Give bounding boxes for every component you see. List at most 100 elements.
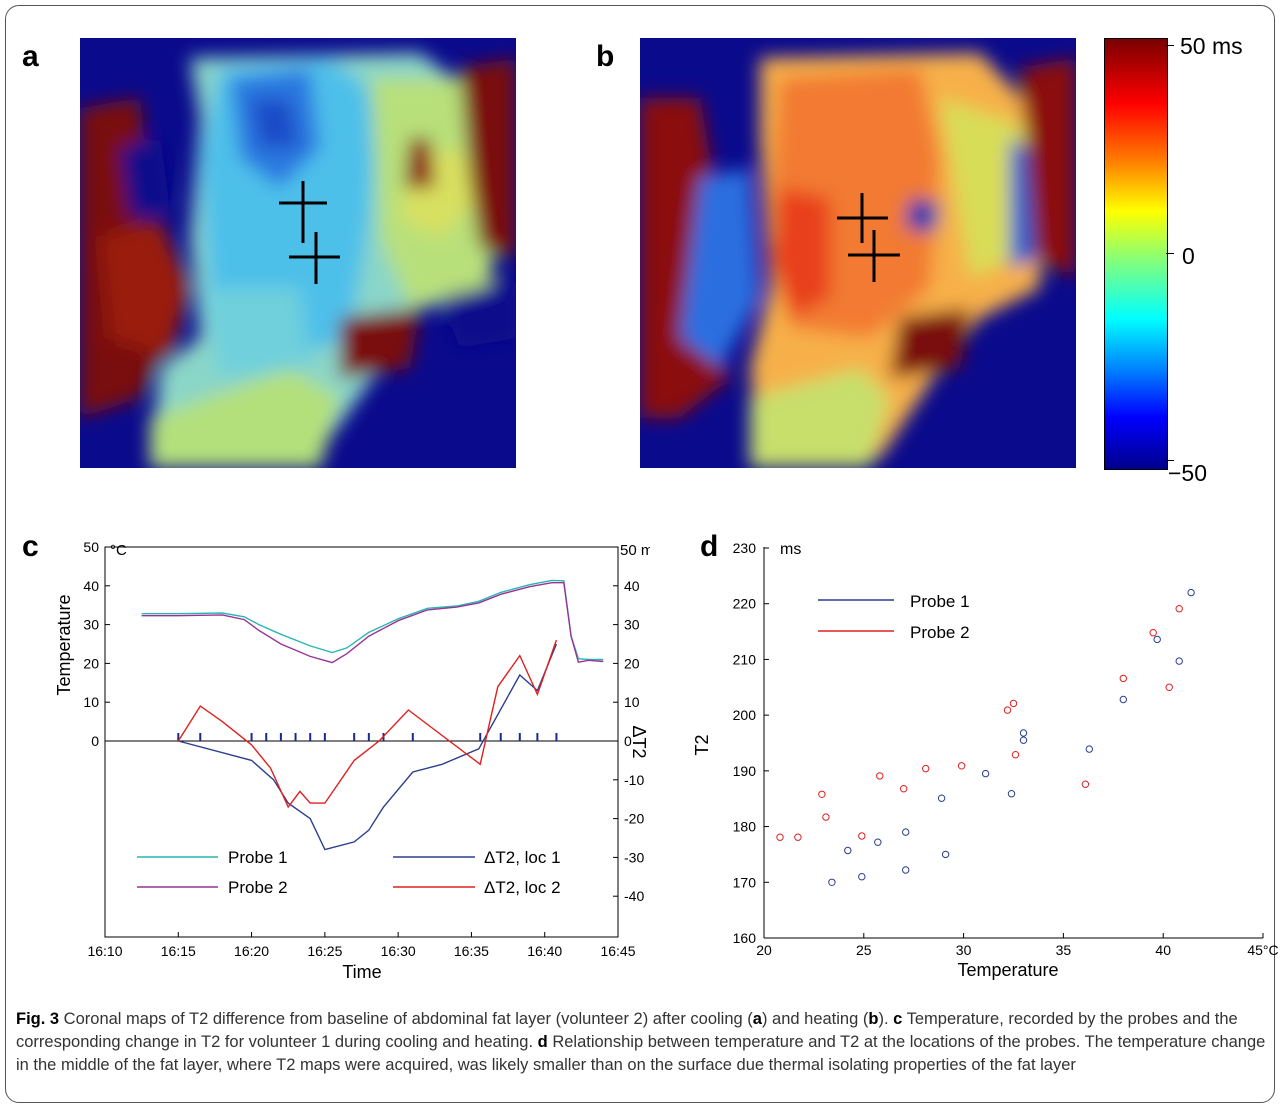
- scatter-point-probe-1: [1153, 635, 1161, 644]
- chart-d-y-tick-label: 160: [733, 930, 757, 946]
- chart-d-y-tick-label: 170: [733, 874, 757, 890]
- panel-label-a: a: [22, 40, 39, 73]
- scatter-point-probe-2: [1009, 699, 1018, 708]
- caption-ref-a: a: [752, 1010, 762, 1028]
- chart-c-left-unit: °C: [110, 542, 127, 559]
- scatter-point-probe-1: [1187, 588, 1195, 597]
- scatter-point-probe-2: [1149, 629, 1157, 637]
- figure-caption: Fig. 3 Coronal maps of T2 difference fro…: [16, 1008, 1266, 1077]
- scatter-point-probe-2: [1119, 674, 1127, 683]
- chart-c-left-tick-label: 30: [83, 617, 99, 633]
- chart-d-legend: Probe 1 Probe 2: [818, 592, 970, 642]
- scatter-point-probe-2: [818, 790, 826, 798]
- legend-label-probe2: Probe 2: [910, 623, 970, 642]
- scatter-point-probe-1: [902, 866, 910, 874]
- panel-label-d: d: [700, 530, 719, 563]
- chart-c-left-tick-label: 50: [83, 539, 99, 555]
- chart-c-right-tick-label: -40: [624, 888, 644, 904]
- colorbar-tick-bottom: [1166, 460, 1174, 461]
- probe-crosshairs-a: [279, 181, 340, 284]
- legend-label-dt2-loc2: ΔT2, loc 2: [484, 878, 561, 897]
- chart-d-x-tick-label: 25: [856, 942, 872, 958]
- caption-ref-d: d: [537, 1033, 548, 1051]
- chart-d-y-tick-label: 190: [733, 763, 757, 779]
- scatter-point-probe-1: [1019, 729, 1028, 737]
- colorbar-bottom-label: −50: [1168, 460, 1208, 486]
- chart-c-left-tick-label: 40: [83, 578, 99, 594]
- chart-d-x-tick-label: 20: [756, 942, 772, 958]
- scatter-point-probe-2: [957, 762, 966, 770]
- chart-c-x-tick-label: 16:25: [307, 943, 342, 959]
- chart-c-x-tick-label: 16:35: [454, 943, 489, 959]
- chart-c-right-tick-label: 40: [624, 578, 640, 594]
- series-line-probe-1: [141, 579, 604, 661]
- chart-c-left-tick-label: 10: [83, 694, 99, 710]
- scatter-point-probe-1: [1019, 736, 1028, 744]
- chart-c-x-tick-label: 16:45: [600, 943, 635, 959]
- series-line-probe-2: [141, 582, 604, 664]
- chart-c-left-tick-label: 20: [83, 655, 99, 671]
- scatter-point-probe-1: [1175, 657, 1183, 665]
- scatter-point-probe-2: [876, 772, 884, 780]
- scatter-point-probe-1: [1007, 790, 1016, 798]
- caption-ref-c: c: [893, 1010, 903, 1028]
- chart-c-x-tick-label: 16:20: [234, 943, 269, 959]
- chart-d-x-tick-label: 35: [1056, 942, 1072, 958]
- chart-c-legend: Probe 1 Probe 2 ΔT2, loc 1 ΔT2, loc 2: [137, 848, 561, 897]
- scatter-point-probe-2: [1081, 780, 1090, 788]
- chart-c-xlabel: Time: [342, 962, 381, 982]
- colorbar-tick-top: [1166, 45, 1174, 46]
- colorbar-tick-mid: [1166, 253, 1174, 254]
- t2-map-cooling: [80, 38, 516, 468]
- figure-frame: [5, 5, 1275, 1103]
- chart-c-right-tick-label: -10: [624, 772, 644, 788]
- chart-c-ylabel-left: Temperature: [54, 594, 74, 695]
- chart-c-x-tick-label: 16:40: [527, 943, 562, 959]
- chart-d-y-unit: ms: [780, 541, 801, 558]
- caption-text-1: Coronal maps of T2 difference from basel…: [59, 1010, 753, 1028]
- scatter-point-probe-2: [922, 764, 930, 773]
- chart-d-y-tick-label: 230: [733, 540, 757, 556]
- chart-temperature-vs-t2: 20 25 30 35 40 45°C 230220210200190180170160 …: [692, 540, 1279, 980]
- scatter-point-probe-1: [858, 873, 866, 881]
- legend-label-dt2-loc1: ΔT2, loc 1: [484, 848, 561, 867]
- colorbar: [1104, 38, 1168, 470]
- chart-c-right-tick-label: -30: [624, 849, 644, 865]
- chart-c-x-tick-label: 16:10: [87, 943, 122, 959]
- chart-d-y-tick-label: 220: [733, 596, 757, 612]
- legend-label-probe1: Probe 1: [228, 848, 288, 867]
- chart-d-x-tick-label: 30: [956, 942, 972, 958]
- chart-c-right-unit: 50 ms: [620, 542, 650, 559]
- chart-c-right-tick-label: -20: [624, 811, 644, 827]
- scatter-point-probe-1: [981, 769, 990, 778]
- t2-map-heating: [640, 38, 1076, 468]
- chart-d-xlabel: Temperature: [957, 960, 1058, 980]
- scatter-point-probe-2: [1011, 751, 1020, 759]
- scatter-point-probe-1: [937, 794, 946, 802]
- colorbar-top-label: 50 ms: [1180, 33, 1243, 59]
- scatter-point-probe-2: [794, 833, 802, 841]
- chart-c-right-tick-label: 0: [624, 733, 632, 749]
- chart-d-ylabel: T2: [692, 734, 712, 755]
- scatter-point-probe-1: [828, 878, 836, 886]
- chart-c-right-tick-label: 30: [624, 617, 640, 633]
- caption-ref-b: b: [868, 1010, 879, 1028]
- scatter-point-probe-1: [902, 828, 910, 836]
- caption-fig-number: Fig. 3: [16, 1010, 60, 1028]
- caption-text-3: ).: [878, 1010, 894, 1028]
- legend-label-probe2: Probe 2: [228, 878, 288, 897]
- probe-crosshairs-b: [837, 193, 900, 282]
- chart-d-y-tick-label: 200: [733, 707, 757, 723]
- scatter-point-probe-2: [776, 833, 784, 841]
- chart-c-right-tick-label: 10: [624, 694, 640, 710]
- chart-c-x-tick-label: 16:15: [161, 943, 196, 959]
- t2-map-cooling-image: [80, 38, 516, 468]
- scatter-point-probe-2: [1165, 683, 1173, 692]
- chart-c-x-tick-label: 16:30: [381, 943, 416, 959]
- scatter-point-probe-2: [900, 785, 908, 793]
- chart-c-right-tick-label: 20: [624, 655, 640, 671]
- scatter-point-probe-1: [1119, 695, 1127, 704]
- chart-c-ylabel-right: ΔT2: [629, 725, 649, 758]
- scatter-point-probe-2: [1175, 605, 1183, 613]
- chart-d-x-tick-label: 40: [1155, 942, 1171, 958]
